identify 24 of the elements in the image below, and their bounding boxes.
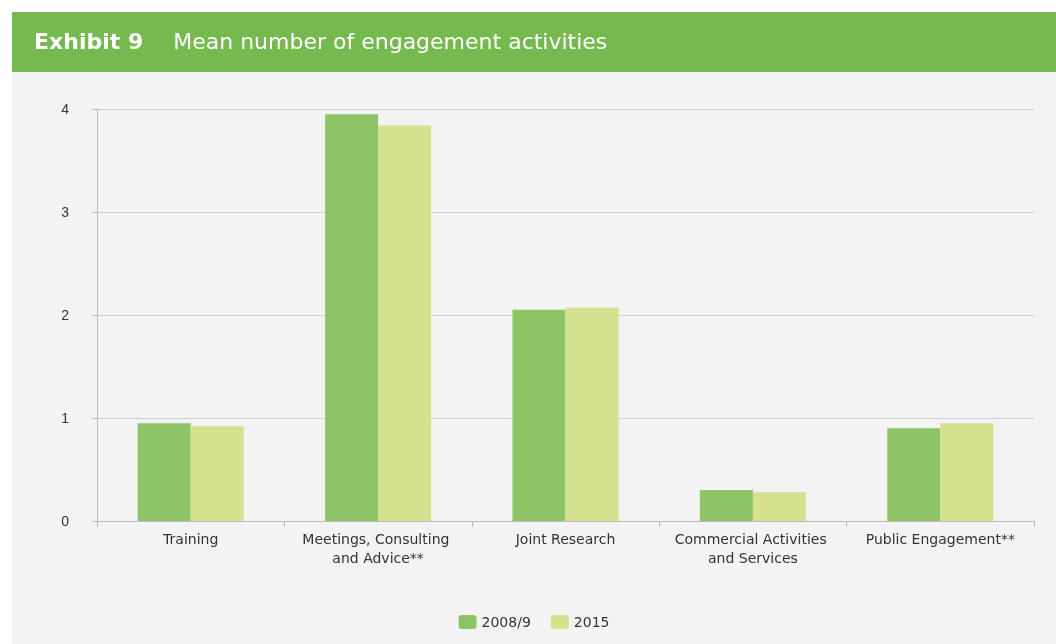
chart-subtitle: Mean number of engagement activities xyxy=(173,29,608,54)
bar xyxy=(512,309,566,521)
y-tick-label: 1 xyxy=(61,410,70,426)
x-tick-label: Meetings, Consulting and Advice** xyxy=(302,530,454,566)
bar xyxy=(752,492,806,521)
bar xyxy=(699,490,753,521)
bar xyxy=(378,125,432,521)
x-tick-label: Commercial Activities and Services xyxy=(674,530,832,566)
x-tick-label: Public Engagement** xyxy=(865,530,1015,547)
legend-label: 2008/9 xyxy=(481,614,531,630)
bar xyxy=(565,307,619,521)
x-tick-label: Training xyxy=(162,530,219,547)
y-tick-label: 3 xyxy=(61,204,70,220)
chart-title: Exhibit 9 xyxy=(34,29,144,54)
bar xyxy=(190,426,244,521)
bar xyxy=(940,423,994,521)
bar xyxy=(137,423,191,521)
y-tick-label: 0 xyxy=(61,513,70,529)
x-tick-label: Joint Research xyxy=(514,530,616,547)
bar xyxy=(325,114,379,521)
legend-label: 2015 xyxy=(573,614,610,630)
y-tick-label: 4 xyxy=(61,101,70,117)
y-tick-label: 2 xyxy=(61,307,70,323)
bar xyxy=(887,428,941,521)
